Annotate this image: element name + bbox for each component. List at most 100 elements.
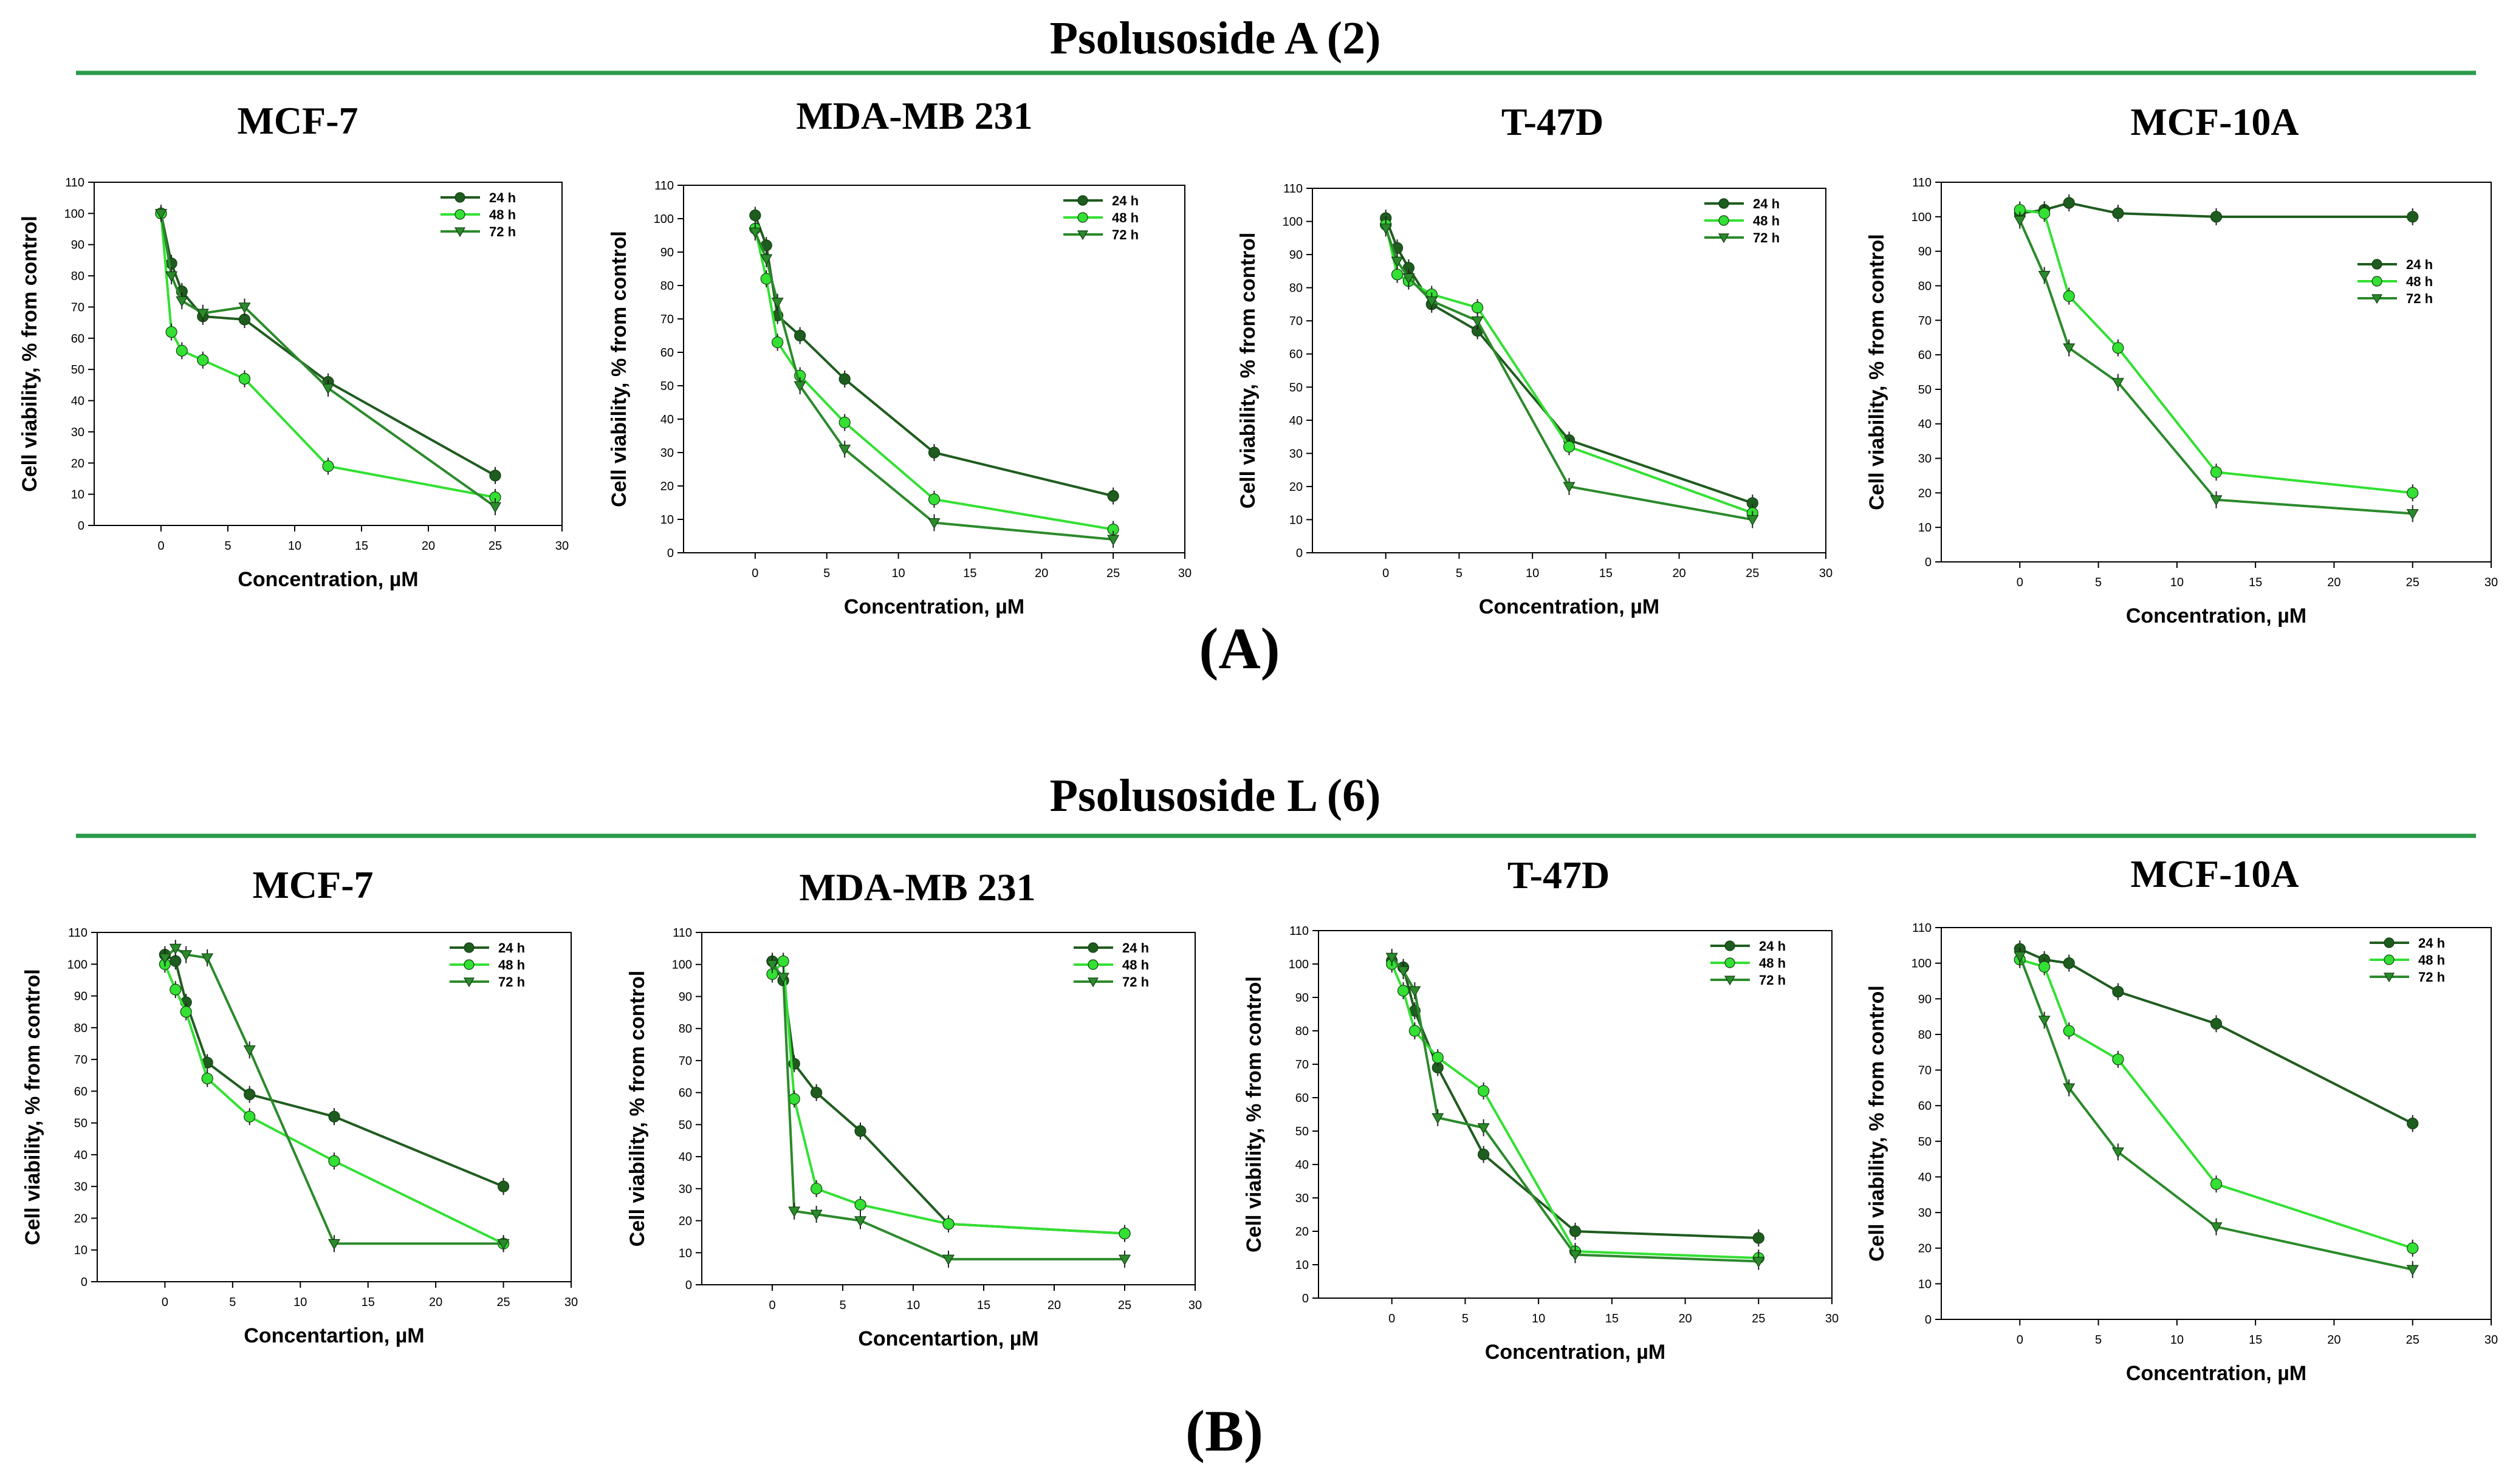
x-tick-label: 30 xyxy=(564,1296,578,1309)
y-tick-label: 70 xyxy=(74,1053,87,1067)
legend: 24 h48 h72 h xyxy=(2370,935,2445,985)
data-point xyxy=(2039,207,2051,219)
data-point xyxy=(2210,211,2223,223)
y-tick-label: 100 xyxy=(1289,958,1309,971)
x-tick-label: 25 xyxy=(2406,1333,2419,1347)
y-tick-label: 60 xyxy=(1918,1099,1932,1113)
data-point xyxy=(1118,1254,1131,1266)
y-tick-label: 10 xyxy=(1918,1277,1932,1291)
y-tick-label: 90 xyxy=(71,239,84,252)
data-point xyxy=(2063,343,2076,354)
y-tick-label: 10 xyxy=(1918,521,1932,535)
x-tick-label: 30 xyxy=(2484,1333,2498,1347)
legend-label: 24 h xyxy=(1759,939,1786,954)
data-point xyxy=(180,950,193,961)
y-tick-label: 30 xyxy=(1918,1206,1932,1220)
y-tick-label: 110 xyxy=(65,176,84,190)
plot-frame xyxy=(97,932,572,1282)
chart-4: MCF-10A 0 5 10 15 20 25 30 0 10 20 30 40 50 60 70 80 90 10… xyxy=(1865,100,2498,627)
y-tick-label: 20 xyxy=(1918,487,1932,500)
series-24h xyxy=(749,207,1119,505)
x-tick-label: 5 xyxy=(229,1296,236,1309)
data-point xyxy=(1752,1232,1764,1244)
y-tick-label: 30 xyxy=(1295,1192,1309,1205)
x-tick-label: 20 xyxy=(2327,1333,2340,1347)
y-tick-label: 10 xyxy=(71,488,84,502)
chart-5: MCF-7 0 5 10 15 20 25 30 0 10 20 30 40 50 60 70 80 90 100 1… xyxy=(21,863,578,1347)
y-tick-label: 0 xyxy=(1296,547,1303,560)
data-point xyxy=(197,354,209,366)
data-point xyxy=(777,955,789,968)
x-tick-label: 15 xyxy=(1605,1312,1619,1325)
legend-marker xyxy=(1718,233,1730,244)
data-point xyxy=(811,1183,823,1195)
series-line xyxy=(2018,956,2413,1271)
x-tick-label: 15 xyxy=(963,567,976,580)
y-tick-label: 30 xyxy=(679,1183,692,1196)
data-point xyxy=(838,416,851,429)
data-point xyxy=(2063,1083,2076,1095)
y-tick-label: 70 xyxy=(71,301,84,314)
y-tick-label: 10 xyxy=(679,1246,692,1260)
data-point xyxy=(1385,952,1398,964)
data-point xyxy=(2112,1053,2124,1065)
data-point xyxy=(170,955,182,967)
y-tick-label: 80 xyxy=(1918,1028,1932,1042)
data-point xyxy=(2038,1016,2051,1027)
data-point xyxy=(810,1209,823,1221)
chart-3: T-47D 0 5 10 15 20 25 30 0 10 20 30 40 50 60 70 80 90 100 1… xyxy=(1236,100,1833,618)
data-point xyxy=(244,1110,256,1123)
series-72h xyxy=(749,224,1120,548)
y-tick-label: 90 xyxy=(1918,993,1932,1006)
x-axis-label: Concentration, µM xyxy=(1479,595,1659,618)
y-tick-label: 100 xyxy=(1283,216,1303,229)
y-tick-label: 30 xyxy=(660,446,674,460)
x-tick-label: 25 xyxy=(1746,567,1759,580)
y-axis-label: Cell viability, % from control xyxy=(608,231,631,507)
data-point xyxy=(811,1087,823,1099)
legend-marker xyxy=(1088,942,1099,953)
y-tick-label: 50 xyxy=(1289,381,1303,394)
y-tick-label: 10 xyxy=(1295,1259,1309,1272)
series-72h xyxy=(2014,947,2419,1278)
x-tick-label: 10 xyxy=(293,1296,307,1309)
data-point xyxy=(2063,197,2075,209)
panel-b-label: (B) xyxy=(1185,1398,1263,1463)
legend-label: 72 h xyxy=(1759,973,1786,988)
y-tick-label: 100 xyxy=(67,958,87,971)
data-point xyxy=(2407,487,2419,499)
x-tick-label: 30 xyxy=(1819,567,1833,580)
chart-title: MCF-7 xyxy=(252,863,373,906)
legend-label: 72 h xyxy=(489,224,516,239)
data-point xyxy=(838,373,851,385)
chart-title: MCF-10A xyxy=(2130,100,2299,143)
data-point xyxy=(2210,1017,2223,1030)
data-point xyxy=(2210,495,2223,506)
series-72h xyxy=(1385,949,1765,1270)
data-point xyxy=(180,1006,192,1018)
y-tick-label: 10 xyxy=(660,513,674,527)
data-point xyxy=(176,344,188,357)
x-tick-label: 10 xyxy=(288,539,301,553)
charts-layer: MCF-70 5 10 15 20 25 3001020304050607080901001… xyxy=(18,94,2498,1385)
data-point xyxy=(1563,482,1576,493)
x-axis-label: Concentartion, µM xyxy=(858,1327,1038,1350)
data-point xyxy=(2063,1025,2075,1037)
x-axis-label: Concentration, µM xyxy=(844,595,1024,618)
chart-7: T-47D 0 5 10 15 20 25 30 0 10 20 30 40 50 60 70 80 90 100 1… xyxy=(1243,853,1839,1364)
y-tick-label: 40 xyxy=(660,413,674,426)
y-tick-label: 50 xyxy=(71,363,84,377)
data-point xyxy=(244,1088,256,1101)
x-tick-label: 20 xyxy=(2327,576,2340,589)
legend-marker xyxy=(1087,977,1099,988)
x-tick-label: 20 xyxy=(1672,567,1685,580)
y-axis-label: Cell viability, % from control xyxy=(21,969,44,1245)
data-point xyxy=(321,383,335,395)
data-point xyxy=(154,209,168,220)
legend-marker xyxy=(1718,215,1729,226)
x-tick-label: 30 xyxy=(2484,576,2498,589)
y-tick-label: 100 xyxy=(1912,957,1932,971)
series-72h xyxy=(766,956,1131,1268)
series-48h xyxy=(155,205,501,506)
data-point xyxy=(159,953,171,965)
